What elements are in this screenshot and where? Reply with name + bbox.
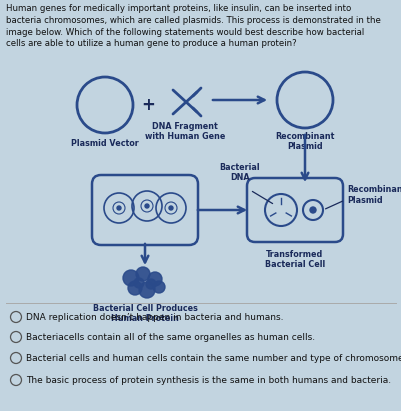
Text: Bacterial
DNA: Bacterial DNA (219, 163, 260, 182)
Circle shape (145, 204, 149, 208)
Text: The basic process of protein synthesis is the same in both humans and bacteria.: The basic process of protein synthesis i… (26, 376, 390, 385)
Text: DNA replication doesn’t happen in bacteria and humans.: DNA replication doesn’t happen in bacter… (26, 312, 283, 321)
Text: Transformed
Bacterial Cell: Transformed Bacterial Cell (264, 250, 324, 269)
Text: Plasmid Vector: Plasmid Vector (71, 139, 138, 148)
Text: Bacterial Cell Produces
Human Protein: Bacterial Cell Produces Human Protein (92, 304, 197, 323)
Circle shape (309, 207, 315, 213)
Text: Human genes for medically important proteins, like insulin, can be inserted into: Human genes for medically important prot… (6, 4, 380, 48)
Circle shape (117, 206, 121, 210)
Circle shape (153, 281, 164, 293)
Circle shape (123, 270, 139, 286)
Circle shape (168, 206, 172, 210)
Circle shape (134, 278, 144, 288)
Text: Bacterial cells and human cells contain the same number and type of chromosomes.: Bacterial cells and human cells contain … (26, 353, 401, 363)
Circle shape (148, 272, 162, 286)
Text: DNA Fragment
with Human Gene: DNA Fragment with Human Gene (144, 122, 225, 141)
Circle shape (136, 267, 150, 281)
Circle shape (146, 279, 156, 289)
Text: Recombinant
Plasmid: Recombinant Plasmid (275, 132, 334, 151)
Text: Bacteria⁣cells contain all of the same organelles as human cells.: Bacteria⁣cells contain all of the same o… (26, 332, 314, 342)
Text: +: + (141, 96, 154, 114)
Circle shape (139, 282, 155, 298)
Text: Recombinant
Plasmid: Recombinant Plasmid (346, 185, 401, 205)
Circle shape (128, 281, 142, 295)
